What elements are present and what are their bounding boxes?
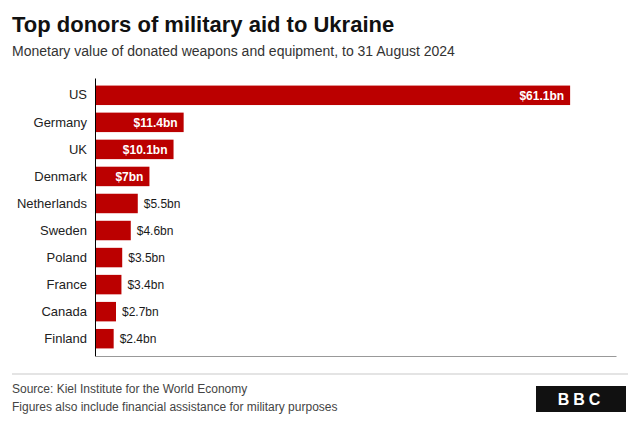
y-tick-label: Netherlands	[17, 196, 88, 211]
y-tick-label: Canada	[41, 304, 87, 319]
y-tick-label: UK	[69, 142, 87, 157]
y-axis: US Germany UK Denmark Netherlands Sweden Polan…	[17, 79, 96, 357]
y-tick-label: Denmark	[34, 169, 87, 184]
bar	[95, 113, 184, 132]
title: Top donors of military aid to Ukraine	[12, 12, 394, 37]
data-label: $7bn	[115, 170, 143, 184]
data-label: $3.5bn	[128, 251, 165, 265]
bar	[95, 248, 122, 267]
y-tick: Germany	[34, 115, 95, 130]
chart-container: Top donors of military aid to Ukraine Mon…	[0, 0, 640, 446]
logo-box	[536, 386, 626, 412]
y-tick: Sweden	[40, 223, 95, 238]
y-tick: US	[69, 87, 95, 102]
bars	[95, 86, 570, 349]
chart-svg: Top donors of military aid to Ukraine Mon…	[0, 0, 640, 446]
data-label: $3.4bn	[127, 278, 164, 292]
y-tick: Netherlands	[17, 196, 95, 211]
y-tick-label: Poland	[47, 250, 87, 265]
bar	[95, 167, 149, 186]
data-label: $2.7bn	[122, 305, 159, 319]
bar	[95, 221, 131, 240]
y-tick: UK	[69, 142, 95, 157]
data-label: $10.1bn	[123, 143, 168, 157]
bar	[95, 275, 121, 294]
logo-text: BBC	[558, 391, 605, 408]
y-axis-line	[95, 79, 96, 357]
y-tick-label: Germany	[34, 115, 88, 130]
subtitle: Monetary value of donated weapons and eq…	[12, 43, 455, 59]
y-tick: Finland	[44, 331, 95, 346]
bar	[95, 329, 114, 348]
data-labels: $61.1bn $11.4bn $10.1bn $7bn$5.5bn $4.6bn $3.…	[115, 89, 564, 346]
data-label: $4.6bn	[137, 224, 174, 238]
source-note: Figures also include financial assistanc…	[12, 400, 337, 414]
data-label: $2.4bn	[120, 332, 157, 346]
bar	[95, 302, 116, 321]
bar	[95, 194, 138, 213]
bar	[95, 140, 174, 159]
y-tick-label: US	[69, 87, 87, 102]
y-tick: Canada	[41, 304, 95, 319]
x-axis	[96, 356, 617, 357]
y-tick: Poland	[47, 250, 95, 265]
bar	[95, 86, 570, 105]
logo: BBC	[536, 386, 626, 412]
data-label: $11.4bn	[134, 116, 178, 130]
y-tick-label: France	[47, 277, 87, 292]
source: Source: Kiel Institute for the World Eco…	[12, 382, 247, 396]
data-label: $61.1bn	[519, 89, 564, 103]
y-tick-label: Finland	[44, 331, 87, 346]
data-label: $5.5bn	[144, 197, 181, 211]
y-tick: France	[47, 277, 95, 292]
x-axis-line	[96, 356, 617, 357]
y-tick-label: Sweden	[40, 223, 87, 238]
separator	[12, 374, 628, 375]
y-tick: Denmark	[34, 169, 95, 184]
